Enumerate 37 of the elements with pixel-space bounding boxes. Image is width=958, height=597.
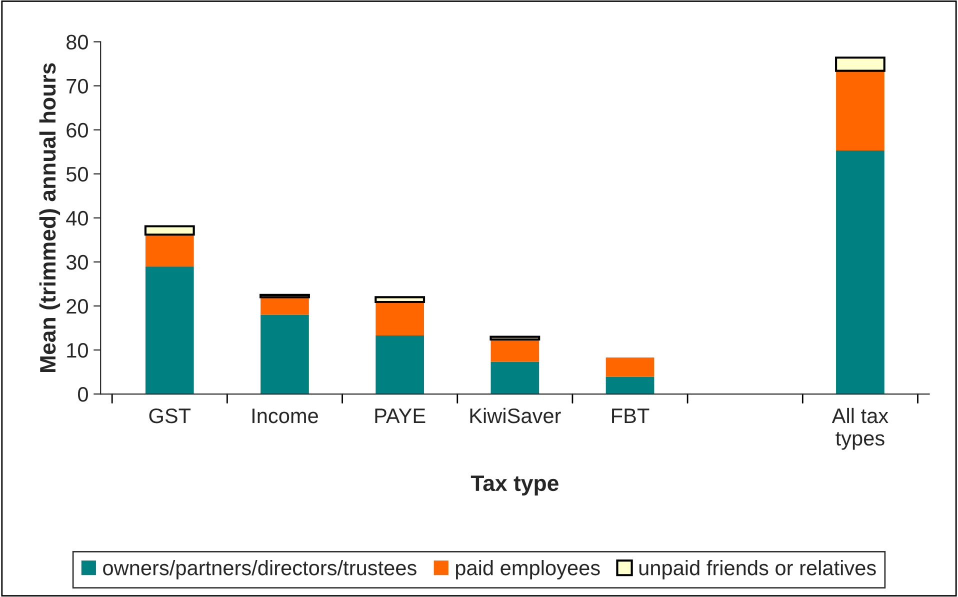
legend-label: paid employees bbox=[456, 560, 600, 580]
bar bbox=[260, 294, 310, 298]
y-tick-label: 10 bbox=[67, 342, 88, 358]
x-tick-label: PAYE bbox=[375, 408, 426, 424]
bar bbox=[376, 335, 424, 394]
bar bbox=[834, 56, 886, 72]
y-tick-label: 0 bbox=[78, 387, 88, 402]
y-tick-label: 20 bbox=[66, 298, 88, 314]
bar bbox=[376, 302, 424, 336]
y-tick-label: 80 bbox=[66, 34, 88, 50]
y-tick-label: 40 bbox=[66, 210, 88, 226]
y-axis-title: Mean (trimmed) annual hours bbox=[39, 63, 60, 372]
bar bbox=[490, 339, 540, 362]
x-tick-label: All tax types bbox=[832, 408, 888, 450]
bar bbox=[145, 234, 194, 266]
y-tick-label: 30 bbox=[66, 254, 88, 270]
bar bbox=[374, 296, 426, 304]
bar bbox=[260, 297, 309, 315]
bar bbox=[260, 314, 309, 394]
y-tick-label: 70 bbox=[66, 78, 88, 94]
x-tick-label: FBT bbox=[612, 408, 650, 424]
bar bbox=[145, 266, 194, 394]
x-tick-label: GST bbox=[149, 408, 191, 424]
bar bbox=[836, 150, 884, 394]
y-tick-label: 50 bbox=[66, 166, 88, 182]
bar bbox=[144, 225, 195, 236]
x-tick-label: KiwiSaver bbox=[470, 408, 561, 424]
bar bbox=[836, 70, 884, 151]
legend-label: unpaid friends or relatives bbox=[639, 560, 876, 580]
bar bbox=[606, 376, 654, 394]
x-axis-title: Tax type bbox=[470, 476, 558, 496]
bar bbox=[490, 362, 540, 394]
bar bbox=[606, 357, 654, 377]
x-tick-label: Income bbox=[252, 408, 318, 424]
legend-label: owners/partners/directors/trustees bbox=[103, 560, 416, 580]
y-tick-label: 60 bbox=[66, 122, 88, 138]
bar bbox=[490, 336, 540, 340]
